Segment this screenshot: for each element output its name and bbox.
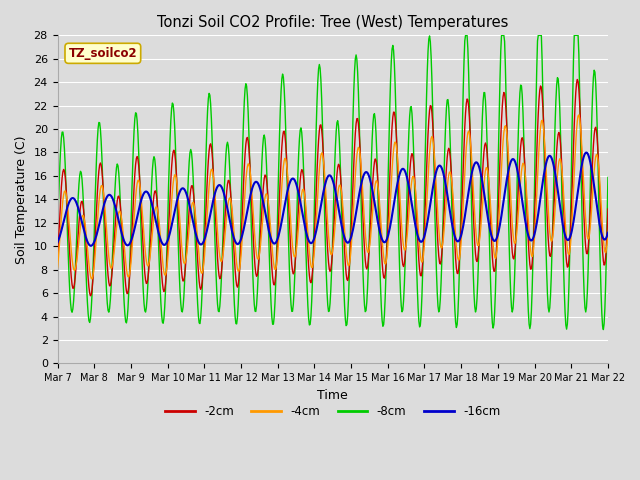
Title: Tonzi Soil CO2 Profile: Tree (West) Temperatures: Tonzi Soil CO2 Profile: Tree (West) Temp… (157, 15, 508, 30)
Y-axis label: Soil Temperature (C): Soil Temperature (C) (15, 135, 28, 264)
Text: TZ_soilco2: TZ_soilco2 (68, 47, 137, 60)
Legend: -2cm, -4cm, -8cm, -16cm: -2cm, -4cm, -8cm, -16cm (161, 401, 505, 423)
X-axis label: Time: Time (317, 389, 348, 402)
